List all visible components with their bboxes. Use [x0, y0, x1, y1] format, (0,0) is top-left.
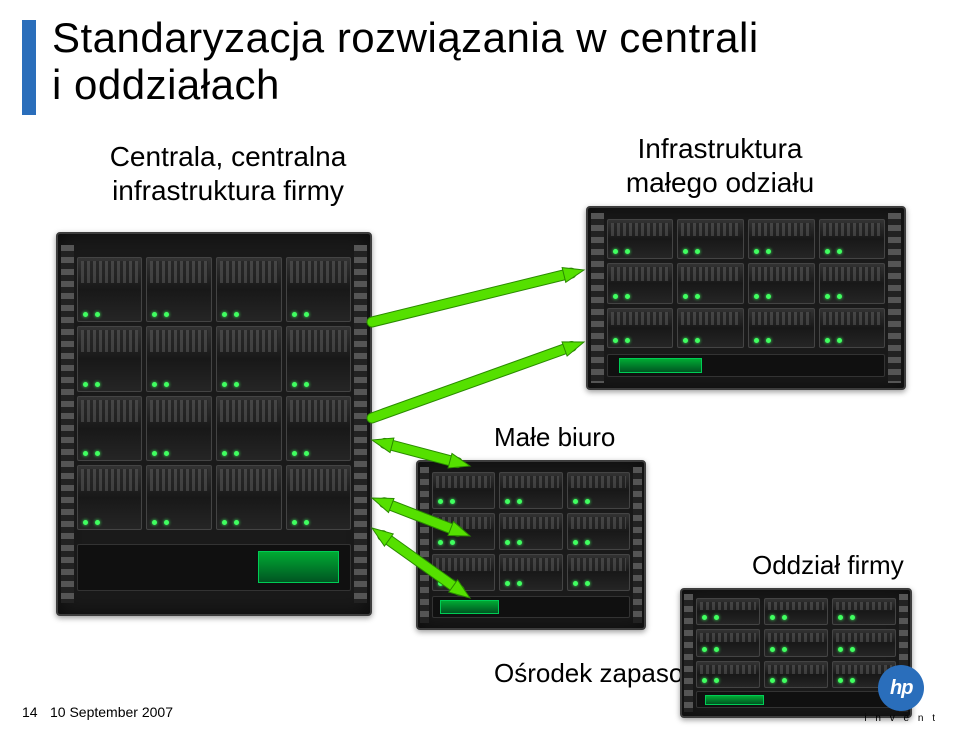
subtitle-small-branch-l2: małego odziału — [626, 167, 814, 198]
footer-date: 10 September 2007 — [50, 704, 173, 720]
server-bay — [819, 219, 886, 260]
server-bay — [677, 263, 744, 304]
server-bay — [146, 326, 212, 391]
server-bay — [77, 257, 143, 322]
status-panel — [619, 358, 702, 373]
footer-page-number: 14 — [22, 704, 38, 720]
accent-bar — [22, 20, 36, 115]
slide-title: Standaryzacja rozwiązania w centrali i o… — [52, 14, 759, 108]
subtitle-central: Centrala, centralna infrastruktura firmy — [68, 140, 388, 207]
server-bay — [567, 513, 631, 550]
hp-logo: hp i n v e n t — [864, 665, 938, 724]
server-bay — [696, 661, 760, 689]
server-enclosure-small-office — [416, 460, 646, 630]
server-bay — [499, 472, 563, 509]
server-bay — [499, 554, 563, 591]
server-bay — [146, 396, 212, 461]
server-bay — [432, 554, 496, 591]
server-bay — [286, 257, 352, 322]
server-bay — [832, 598, 896, 626]
server-bay — [499, 513, 563, 550]
hp-logo-text: hp — [890, 677, 912, 700]
hp-logo-circle: hp — [878, 665, 924, 711]
server-bay — [748, 263, 815, 304]
label-branch: Oddział firmy — [752, 550, 904, 581]
server-enclosure-small-branch — [586, 206, 906, 390]
status-panel — [705, 695, 765, 706]
subtitle-central-l2: infrastruktura firmy — [112, 175, 344, 206]
server-bay — [216, 396, 282, 461]
server-bay — [77, 326, 143, 391]
server-bay — [77, 465, 143, 530]
title-line2: i oddziałach — [52, 61, 280, 108]
server-bay — [286, 396, 352, 461]
server-bay — [819, 308, 886, 349]
server-bay — [819, 263, 886, 304]
server-bay — [216, 257, 282, 322]
server-bay — [764, 629, 828, 657]
server-bay — [764, 661, 828, 689]
server-bay — [764, 598, 828, 626]
server-bay — [146, 257, 212, 322]
server-bay — [696, 629, 760, 657]
server-bay — [607, 263, 674, 304]
server-bay — [286, 326, 352, 391]
subtitle-central-l1: Centrala, centralna — [110, 141, 347, 172]
slide: Standaryzacja rozwiązania w centrali i o… — [0, 0, 960, 738]
server-bay — [432, 472, 496, 509]
subtitle-small-branch-l1: Infrastruktura — [638, 133, 803, 164]
server-bay — [832, 629, 896, 657]
title-line1: Standaryzacja rozwiązania w centrali — [52, 14, 759, 61]
status-panel — [258, 551, 340, 583]
server-bay — [77, 396, 143, 461]
label-small-office: Małe biuro — [494, 422, 615, 453]
server-bay — [216, 465, 282, 530]
status-panel — [440, 600, 499, 614]
server-bay — [286, 465, 352, 530]
server-bay — [146, 465, 212, 530]
server-bay — [567, 472, 631, 509]
hp-logo-tagline: i n v e n t — [864, 713, 938, 724]
subtitle-small-branch: Infrastruktura małego odziału — [570, 132, 870, 199]
server-bay — [748, 308, 815, 349]
server-bay — [696, 598, 760, 626]
server-bay — [677, 308, 744, 349]
server-bay — [216, 326, 282, 391]
server-bay — [432, 513, 496, 550]
server-bay — [607, 219, 674, 260]
server-bay — [607, 308, 674, 349]
server-bay — [567, 554, 631, 591]
server-bay — [748, 219, 815, 260]
server-bay — [677, 219, 744, 260]
server-enclosure-central — [56, 232, 372, 616]
